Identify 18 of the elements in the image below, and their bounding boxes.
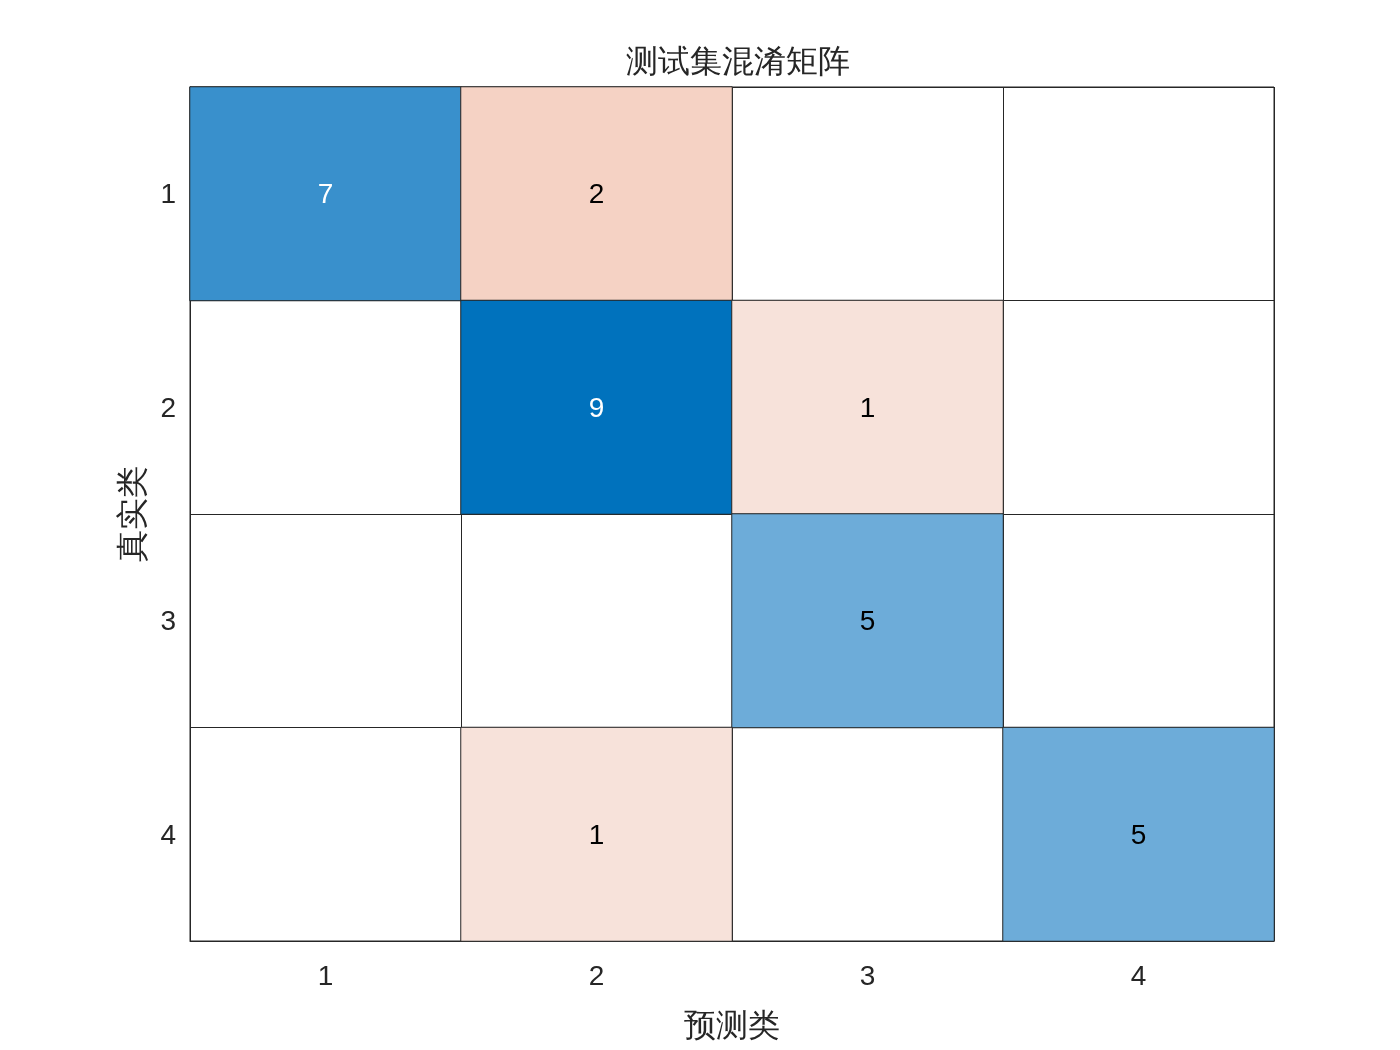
x-tick-label: 2: [588, 959, 605, 991]
data-label: 7: [317, 178, 334, 210]
data-label: 1: [859, 391, 876, 423]
data-label: 9: [588, 391, 605, 423]
data-label: 1: [588, 818, 605, 850]
y-tick-label: 1: [160, 178, 176, 210]
y-axis-title: 真实类: [113, 466, 151, 562]
y-tick-label: 4: [160, 818, 176, 850]
y-tick-label: 3: [160, 605, 176, 637]
x-tick-label: 3: [859, 959, 876, 991]
data-label: 5: [859, 605, 876, 637]
x-tick-label: 4: [1130, 959, 1147, 991]
x-tick-label: 1: [317, 959, 334, 991]
y-tick-label: 2: [160, 391, 176, 423]
data-label: 2: [588, 178, 605, 210]
data-label: 5: [1130, 818, 1147, 850]
chart-title: 测试集混淆矩阵: [626, 42, 850, 80]
x-axis-title: 预测类: [684, 1006, 780, 1044]
